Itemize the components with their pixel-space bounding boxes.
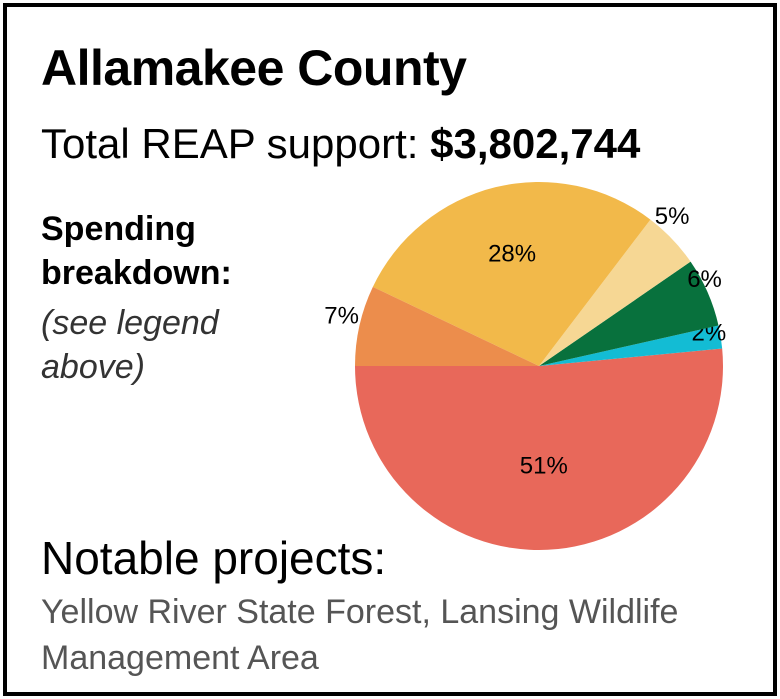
total-support-value: $3,802,744	[430, 120, 641, 167]
notable-projects-text: Yellow River State Forest, Lansing Wildl…	[41, 593, 679, 677]
pie-label-5pct: 5%	[655, 203, 690, 230]
pie-label-7pct: 7%	[324, 303, 359, 330]
pie-label-51pct: 51%	[520, 452, 568, 479]
pie-slice-6pct	[539, 261, 719, 366]
total-support: Total REAP support: $3,802,744	[41, 123, 640, 165]
pie-slice-7pct	[355, 286, 539, 366]
pie-slice-5pct	[539, 219, 691, 366]
pie-slice-51pct	[355, 348, 723, 551]
breakdown-note: (see legend above)	[41, 304, 219, 386]
breakdown-title: Spending breakdown:	[41, 210, 232, 292]
total-support-label: Total REAP support:	[41, 120, 419, 167]
pie-label-6pct: 6%	[687, 266, 722, 293]
pie-slice-28pct	[372, 181, 651, 366]
pie-slice-2pct	[539, 325, 723, 366]
pie-label-28pct: 28%	[488, 240, 536, 267]
county-title: Allamakee County	[41, 40, 467, 96]
notable-projects-title: Notable projects:	[41, 532, 387, 584]
